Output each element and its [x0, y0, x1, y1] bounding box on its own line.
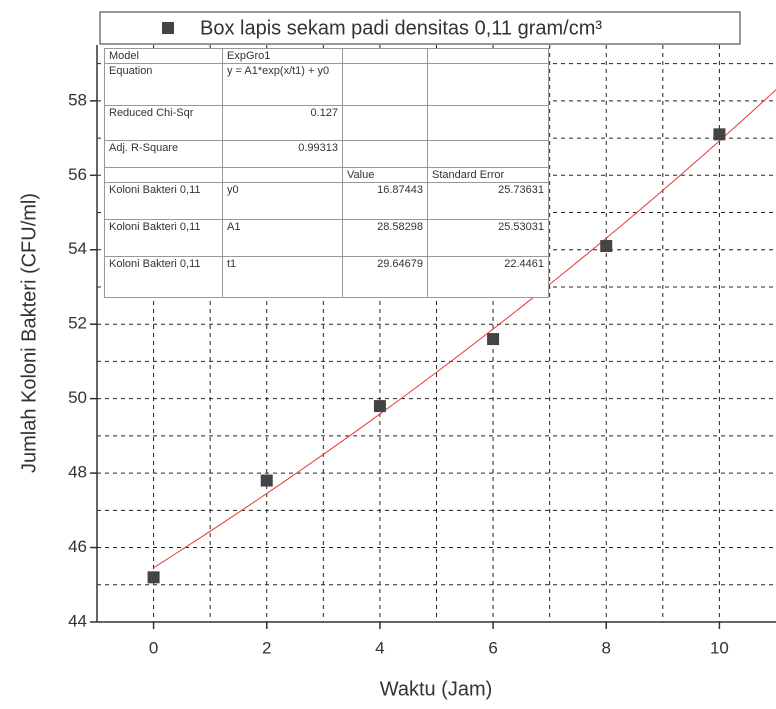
table-cell [342, 63, 428, 106]
y-tick-label: 44 [68, 611, 87, 630]
table-cell: Value [342, 167, 428, 183]
table-cell [342, 48, 428, 64]
table-cell: ExpGro1 [222, 48, 343, 64]
table-cell: Equation [104, 63, 223, 106]
y-tick-label: 48 [68, 463, 87, 482]
point [713, 128, 726, 141]
table-cell: 16.87443 [342, 182, 428, 220]
x-axis-title: Waktu (Jam) [380, 678, 493, 700]
point [147, 571, 160, 584]
y-tick-label: 56 [68, 165, 87, 184]
table-cell: 25.53031 [427, 219, 549, 257]
point [600, 240, 613, 253]
table-cell [104, 167, 223, 183]
table-row: Equation y = A1*exp(x/t1) + y0 [104, 63, 549, 106]
table-row: Koloni Bakteri 0,11 y0 16.87443 25.73631 [104, 182, 549, 220]
table-cell: Koloni Bakteri 0,11 [104, 256, 223, 298]
table-cell: 22.4461 [427, 256, 549, 298]
y-axis-title: Jumlah Koloni Bakteri (CFU/ml) [18, 193, 40, 473]
table-cell [427, 48, 549, 64]
point [487, 333, 500, 346]
legend-marker [162, 22, 174, 34]
y-tick-label: 52 [68, 314, 87, 333]
table-row: Koloni Bakteri 0,11 t1 29.64679 22.4461 [104, 256, 549, 298]
table-cell [427, 105, 549, 141]
table-cell: 25.73631 [427, 182, 549, 220]
table-cell: A1 [222, 219, 343, 257]
y-tick-label: 54 [68, 239, 87, 258]
table-cell: Model [104, 48, 223, 64]
table-row: Model ExpGro1 [104, 48, 549, 64]
x-tick-label: 10 [710, 638, 729, 657]
fit-table: Model ExpGro1 Equation y = A1*exp(x/t1) + y… [104, 48, 549, 298]
table-row: Reduced Chi-Sqr 0.127 [104, 105, 549, 141]
table-cell: 28.58298 [342, 219, 428, 257]
table-cell: y = A1*exp(x/t1) + y0 [222, 63, 343, 106]
table-cell [342, 105, 428, 141]
table-cell: Koloni Bakteri 0,11 [104, 219, 223, 257]
point [260, 474, 273, 487]
table-cell [342, 140, 428, 168]
table-row: Koloni Bakteri 0,11 A1 28.58298 25.53031 [104, 219, 549, 257]
y-tick-label: 50 [68, 388, 87, 407]
table-cell: 0.127 [222, 105, 343, 141]
legend-box [99, 11, 741, 45]
table-cell: 29.64679 [342, 256, 428, 298]
y-tick-label: 46 [68, 537, 87, 556]
table-cell: Adj. R-Square [104, 140, 223, 168]
table-cell: 0.99313 [222, 140, 343, 168]
table-cell [427, 140, 549, 168]
fit-curve [153, 89, 776, 569]
table-cell: Standard Error [427, 167, 549, 183]
table-cell: Koloni Bakteri 0,11 [104, 182, 223, 220]
x-tick-label: 2 [262, 638, 271, 657]
x-tick-label: 6 [488, 638, 497, 657]
legend-label: Box lapis sekam padi densitas 0,11 gram/… [200, 17, 602, 39]
table-cell [222, 167, 343, 183]
x-tick-label: 8 [602, 638, 611, 657]
table-cell: y0 [222, 182, 343, 220]
x-tick-label: 4 [375, 638, 384, 657]
table-row: Value Standard Error [104, 167, 549, 183]
y-tick-label: 58 [68, 90, 87, 109]
point [373, 400, 386, 413]
table-row: Adj. R-Square 0.99313 [104, 140, 549, 168]
table-cell: t1 [222, 256, 343, 298]
x-tick-label: 0 [149, 638, 158, 657]
table-cell: Reduced Chi-Sqr [104, 105, 223, 141]
table-cell [427, 63, 549, 106]
